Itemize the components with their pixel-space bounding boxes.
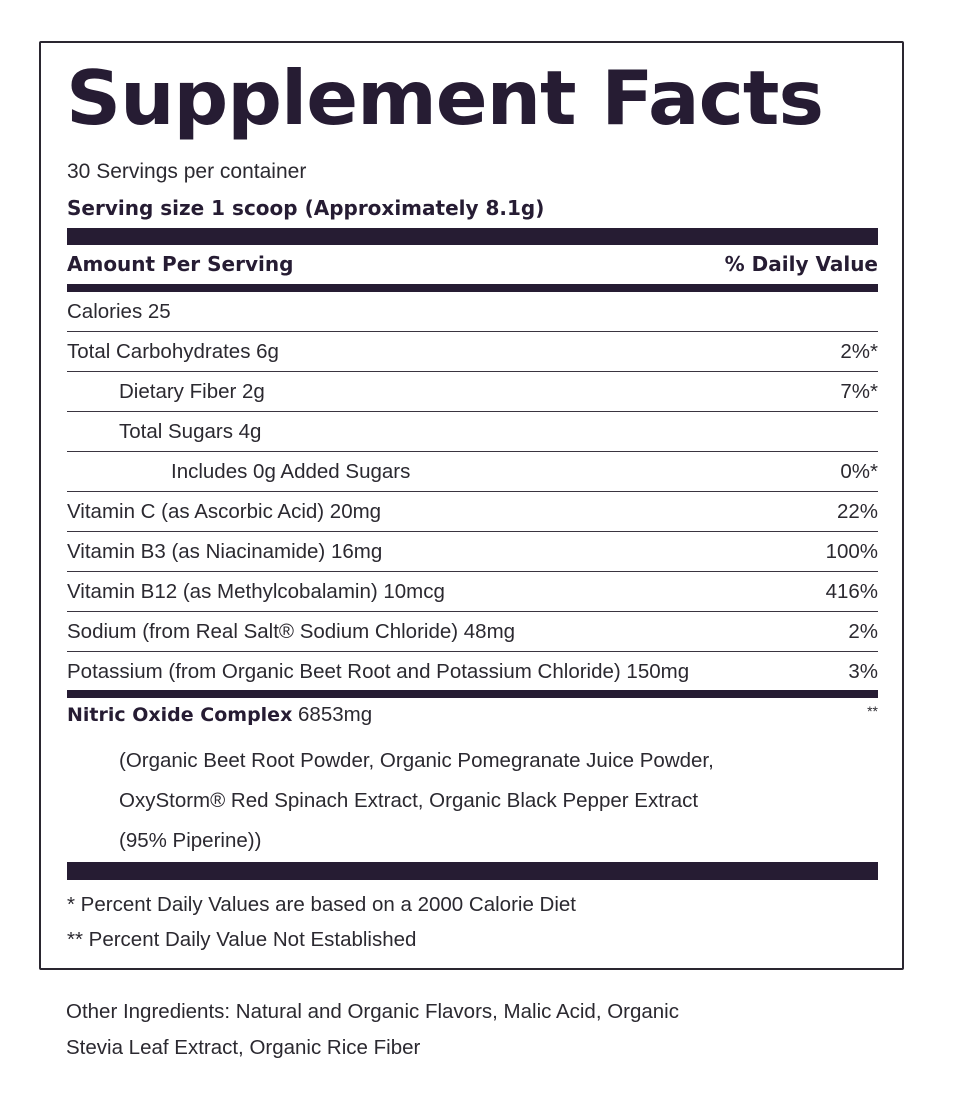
- panel-title: Supplement Facts: [66, 54, 824, 142]
- nutrient-row: Total Carbohydrates 6g 2%*: [67, 332, 878, 372]
- nutrient-row: Vitamin B3 (as Niacinamide) 16mg 100%: [67, 532, 878, 572]
- ingredient-line: (95% Piperine)): [119, 829, 262, 852]
- nutrient-row: Sodium (from Real Salt® Sodium Chloride)…: [67, 612, 878, 652]
- footnote: ** Percent Daily Value Not Established: [67, 928, 417, 951]
- daily-value-header: % Daily Value: [724, 252, 878, 276]
- complex-amount: 6853mg: [298, 703, 373, 726]
- servings-per-container: 30 Servings per container: [67, 160, 307, 183]
- other-ingredients-line: Stevia Leaf Extract, Organic Rice Fiber: [66, 1036, 421, 1059]
- footnotes: * Percent Daily Values are based on a 20…: [67, 887, 576, 957]
- nutrient-name: Vitamin C (as Ascorbic Acid) 20mg: [67, 499, 382, 523]
- nutrient-daily-value: 3%: [848, 659, 878, 683]
- nutrient-name: Includes 0g Added Sugars: [171, 459, 411, 483]
- nutrient-name: Total Sugars 4g: [119, 419, 262, 443]
- nutrient-name: Potassium (from Organic Beet Root and Po…: [67, 659, 690, 683]
- nutrient-daily-value: 7%*: [840, 379, 878, 403]
- nutrient-row: Vitamin B12 (as Methylcobalamin) 10mcg 41…: [67, 572, 878, 612]
- ingredient-line: (Organic Beet Root Powder, Organic Pomeg…: [119, 749, 714, 772]
- nutrient-name: Vitamin B12 (as Methylcobalamin) 10mcg: [67, 579, 445, 603]
- nutrient-name: Dietary Fiber 2g: [119, 379, 265, 403]
- complex-ingredients: (Organic Beet Root Powder, Organic Pomeg…: [119, 741, 714, 861]
- medium-divider: [67, 284, 878, 292]
- table-header: Amount Per Serving % Daily Value: [67, 252, 878, 276]
- nutrient-daily-value: 2%*: [840, 339, 878, 363]
- nutrient-row: Potassium (from Organic Beet Root and Po…: [67, 652, 878, 691]
- thick-divider: [67, 228, 878, 245]
- nitric-oxide-complex-row: Nitric Oxide Complex 6853mg **: [67, 703, 878, 727]
- nutrient-name: Vitamin B3 (as Niacinamide) 16mg: [67, 539, 383, 563]
- other-ingredients: Other Ingredients: Natural and Organic F…: [66, 994, 866, 1066]
- serving-size: Serving size 1 scoop (Approximately 8.1g…: [67, 196, 545, 220]
- footnote: * Percent Daily Values are based on a 20…: [67, 893, 576, 916]
- other-ingredients-line: Other Ingredients: Natural and Organic F…: [66, 1000, 679, 1023]
- complex-dv: **: [867, 703, 878, 719]
- nutrient-name: Total Carbohydrates 6g: [67, 339, 279, 363]
- thick-divider: [67, 862, 878, 880]
- nutrient-daily-value: 2%: [848, 619, 878, 643]
- nutrient-daily-value: 100%: [825, 539, 878, 563]
- medium-divider: [67, 690, 878, 698]
- amount-per-serving-header: Amount Per Serving: [67, 252, 294, 276]
- nutrient-row: Vitamin C (as Ascorbic Acid) 20mg 22%: [67, 492, 878, 532]
- nutrient-daily-value: 0%*: [840, 459, 878, 483]
- nutrient-row: Total Sugars 4g: [67, 412, 878, 452]
- nutrient-row: Dietary Fiber 2g 7%*: [67, 372, 878, 412]
- nutrient-row: Includes 0g Added Sugars 0%*: [67, 452, 878, 492]
- ingredient-line: OxyStorm® Red Spinach Extract, Organic B…: [119, 789, 699, 812]
- nutrient-row: Calories 25: [67, 292, 878, 332]
- nutrient-name: Sodium (from Real Salt® Sodium Chloride)…: [67, 619, 516, 643]
- supplement-facts-panel: Supplement Facts 30 Servings per contain…: [39, 41, 904, 970]
- nutrient-daily-value: 22%: [836, 499, 878, 523]
- nutrient-daily-value: 416%: [825, 579, 878, 603]
- nutrient-rows: Calories 25 Total Carbohydrates 6g 2%* Diet…: [67, 292, 878, 691]
- complex-name: Nitric Oxide Complex: [67, 704, 293, 726]
- nutrient-name: Calories 25: [67, 299, 171, 323]
